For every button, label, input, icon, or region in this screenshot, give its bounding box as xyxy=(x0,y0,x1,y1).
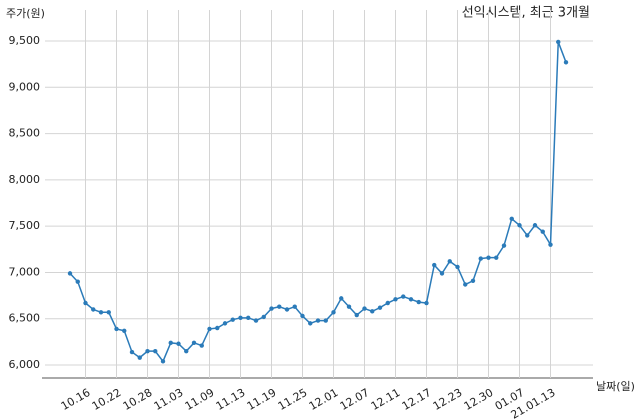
data-point xyxy=(308,321,313,326)
data-point xyxy=(501,243,507,248)
data-point xyxy=(300,313,305,319)
x-tick-label: 10.22 xyxy=(90,386,124,413)
data-point xyxy=(532,223,538,228)
data-point xyxy=(315,318,321,323)
data-point xyxy=(83,300,88,306)
data-point xyxy=(106,310,111,315)
data-point xyxy=(222,321,228,326)
data-point xyxy=(346,304,352,309)
x-tick-label: 12.17 xyxy=(400,386,434,413)
data-point xyxy=(408,297,414,302)
data-point xyxy=(370,309,375,314)
data-point xyxy=(494,255,499,260)
data-point xyxy=(284,307,290,312)
data-point xyxy=(563,60,569,65)
y-tick-label: 8,500 xyxy=(9,127,41,140)
price-line xyxy=(69,41,567,363)
x-tick-label: 12.23 xyxy=(431,386,465,413)
chart-title: 선익시스템, 최근 3개월 xyxy=(462,6,590,21)
data-point xyxy=(447,259,452,264)
data-point xyxy=(292,304,297,309)
data-point xyxy=(486,255,491,260)
y-tick-label: 6,500 xyxy=(9,312,41,325)
data-point xyxy=(246,315,251,321)
data-point xyxy=(331,310,336,315)
data-point xyxy=(455,264,460,270)
data-point xyxy=(238,315,243,321)
data-point xyxy=(323,318,328,323)
y-tick-label: 9,000 xyxy=(9,80,41,93)
x-tick-label: 11.19 xyxy=(245,386,279,413)
data-point xyxy=(470,278,476,283)
data-point xyxy=(424,300,429,306)
data-point xyxy=(401,294,406,299)
data-point xyxy=(75,279,80,284)
data-point xyxy=(393,297,398,302)
data-point xyxy=(525,233,530,238)
data-point xyxy=(463,282,468,287)
y-tick-label: 7,500 xyxy=(9,219,41,232)
x-tick-label: 11.09 xyxy=(183,386,217,413)
data-point xyxy=(548,242,553,247)
data-point xyxy=(269,306,274,311)
data-point xyxy=(168,340,173,346)
y-tick-label: 6,000 xyxy=(9,358,41,371)
data-point xyxy=(91,307,96,312)
data-point xyxy=(207,326,212,332)
data-point xyxy=(176,341,181,346)
data-point xyxy=(556,39,561,45)
y-tick-label: 8,000 xyxy=(9,173,41,186)
data-point xyxy=(230,317,235,322)
x-tick-label: 11.25 xyxy=(276,386,310,413)
data-point xyxy=(184,348,189,354)
data-point xyxy=(191,340,197,346)
data-point xyxy=(98,310,104,315)
x-axis-label: 날짜(일) xyxy=(596,379,635,393)
data-point xyxy=(416,299,421,305)
data-point xyxy=(377,305,383,310)
data-point xyxy=(67,271,73,276)
y-axis-label: 주가(원) xyxy=(6,7,45,20)
data-point xyxy=(354,312,359,318)
data-point xyxy=(215,325,220,331)
x-tick-label: 11.13 xyxy=(214,386,248,413)
data-point xyxy=(160,359,166,364)
data-point xyxy=(114,326,119,332)
data-point xyxy=(439,271,445,276)
data-point xyxy=(478,256,483,261)
y-tick-label: 7,000 xyxy=(9,265,41,278)
data-point xyxy=(339,296,344,301)
data-point xyxy=(261,314,266,320)
data-point xyxy=(432,262,437,268)
x-tick-label: 11.03 xyxy=(152,386,186,413)
data-point xyxy=(277,304,282,309)
x-tick-label: 10.28 xyxy=(121,386,155,413)
x-tick-label: 12.11 xyxy=(369,386,403,413)
data-point xyxy=(517,223,522,228)
data-point xyxy=(199,343,204,348)
data-point xyxy=(137,355,142,360)
data-point xyxy=(122,328,127,333)
x-tick-label: 12.07 xyxy=(338,386,372,413)
data-point xyxy=(509,216,514,221)
data-point xyxy=(540,229,545,234)
data-point xyxy=(385,300,390,306)
data-point xyxy=(153,348,158,354)
data-point xyxy=(253,318,259,323)
x-tick-label: 12.30 xyxy=(462,386,496,413)
data-point xyxy=(362,306,367,311)
y-tick-label: 9,500 xyxy=(9,34,41,47)
x-tick-label: 12.01 xyxy=(307,386,341,413)
data-point xyxy=(145,348,150,354)
data-point xyxy=(129,349,135,355)
x-tick-label: 10.16 xyxy=(59,386,93,413)
